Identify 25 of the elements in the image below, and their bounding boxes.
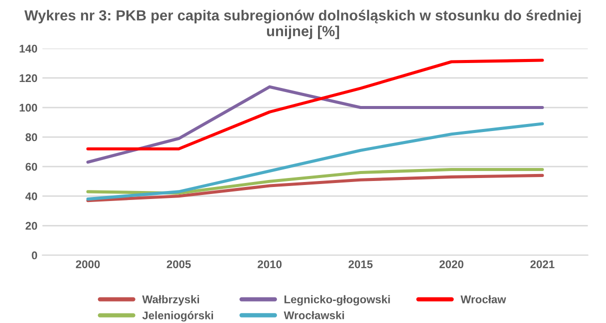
y-tick-label: 60 [26, 162, 38, 171]
chart-title: Wykres nr 3: PKB per capita subregionów dolnośląskich w stosunku do średniej unijnej [%] [24, 10, 581, 40]
y-tick-label: 0 [32, 251, 38, 260]
y-tick-label: 40 [25, 192, 38, 200]
line-series [86, 122, 544, 201]
y-tick-label: 140 [20, 44, 38, 53]
legend-label: Legnicko-głogowski [284, 295, 390, 306]
line-series [86, 174, 544, 202]
line-series [86, 58, 544, 150]
x-tick-label: 2021 [530, 260, 554, 268]
legend-label: Wałbrzyski [142, 295, 199, 306]
x-tick-label: 2005 [166, 260, 191, 268]
legend-label: Wrocławski [284, 311, 344, 320]
x-tick-label: 2020 [440, 260, 464, 268]
x-tick-label: 2010 [258, 260, 282, 268]
x-tick-label: 2015 [348, 260, 373, 268]
line-series [86, 168, 544, 195]
y-tick-label: 80 [26, 133, 38, 142]
legend-label: Wrocław [460, 295, 506, 304]
y-tick-label: 100 [20, 104, 38, 112]
y-tick-label: 120 [20, 74, 38, 82]
legend-label: Jeleniogórski [142, 311, 214, 322]
x-tick-label: 2000 [76, 260, 100, 268]
line-series [86, 85, 544, 164]
y-tick-label: 20 [26, 222, 38, 230]
